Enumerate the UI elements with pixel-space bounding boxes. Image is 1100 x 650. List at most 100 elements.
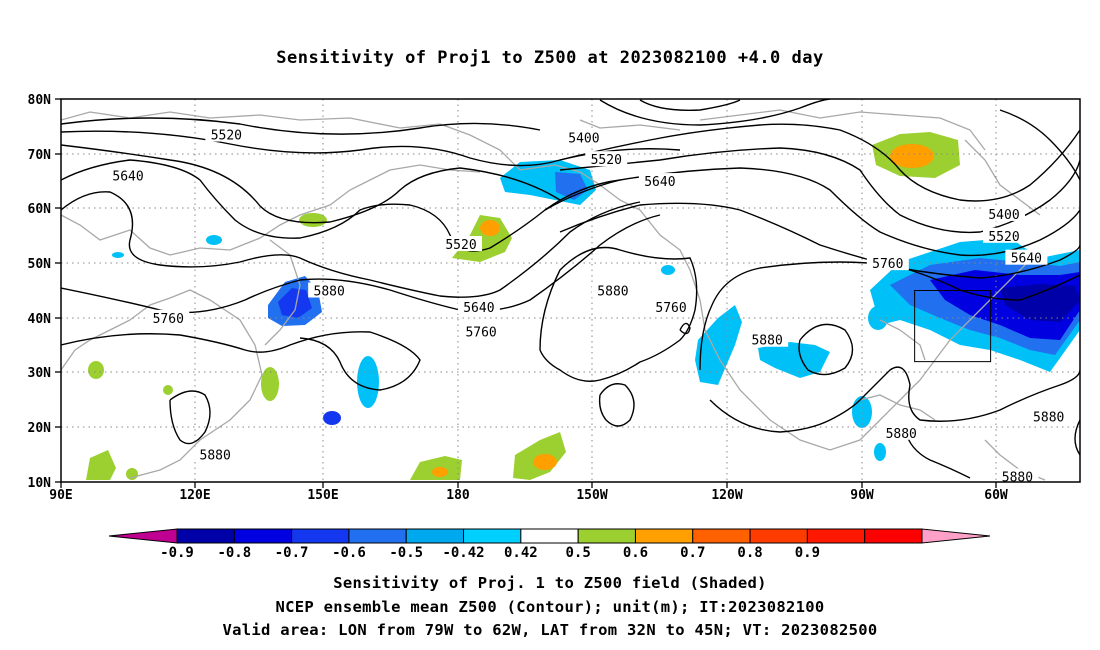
lon-label: 150W	[576, 488, 607, 503]
lon-labels: 90E 120E 150E 180 150W 120W 90W 60W	[49, 488, 1008, 503]
colorbar-label: -0.7	[275, 545, 309, 561]
positive-sensitivity-spot	[126, 468, 138, 480]
negative-sensitivity-area-mexico	[758, 342, 830, 378]
colorbar-arrow-right	[921, 528, 991, 544]
lon-label: 120E	[179, 488, 210, 503]
positive-sensitivity-spot	[163, 385, 173, 395]
colorbar-label: -0.6	[332, 545, 366, 561]
colorbar-label: -0.42	[442, 545, 484, 561]
lat-label: 50N	[28, 257, 52, 272]
contour-label-bg	[1005, 249, 1048, 265]
positive-sensitivity-spot	[261, 367, 279, 401]
valid-area-box	[914, 290, 992, 363]
contour-label-text: 5760	[153, 312, 184, 327]
plot-frame	[60, 98, 1081, 483]
negative-sensitivity-spot	[661, 265, 675, 275]
contour-label-bg	[194, 446, 237, 462]
contour-label-text: 5520	[591, 153, 622, 168]
caption-contour: NCEP ensemble mean Z500 (Contour); unit(…	[275, 598, 825, 616]
caption-valid-area: Valid area: LON from 79W to 62W, LAT fro…	[222, 621, 878, 639]
contour-label-bg	[147, 309, 190, 325]
lon-label: 180	[446, 488, 470, 503]
negative-sensitivity-area-japan-core	[278, 288, 312, 318]
contour-label-text: 5520	[988, 230, 1019, 245]
contour-label-bg	[585, 151, 628, 167]
contour-label-text: 5880	[886, 427, 917, 442]
lon-label: 150E	[307, 488, 338, 503]
lat-label: 70N	[28, 148, 52, 163]
colorbar-box	[233, 528, 293, 544]
contour-label-text: 5880	[1002, 471, 1033, 486]
lat-label: 60N	[28, 202, 52, 217]
chart-title: Sensitivity of Proj1 to Z500 at 20230821…	[276, 48, 824, 68]
contour-label-bg	[880, 424, 923, 440]
contour-label-bg	[591, 282, 634, 298]
colorbar-box	[692, 528, 751, 544]
contour-label: 5880	[194, 446, 237, 464]
contour-label: 5520	[440, 235, 483, 253]
colorbar-box	[806, 528, 866, 544]
colorbar-label: 0.9	[795, 545, 820, 561]
positive-sensitivity-spot	[88, 361, 104, 379]
positive-sensitivity-area-indochina	[86, 450, 116, 480]
colorbar-label: -0.9	[160, 545, 194, 561]
lon-label: 90W	[850, 488, 874, 503]
contour-label-text: 5880	[597, 285, 628, 300]
negative-sensitivity-spot	[323, 411, 341, 425]
contour-label: 5880	[880, 424, 923, 442]
colorbar-box	[864, 528, 923, 544]
colorbar-box	[291, 528, 350, 544]
contour-label: 5400	[562, 129, 605, 146]
positive-sensitivity-area-bering-core	[480, 220, 500, 236]
contour-label-bg	[562, 129, 605, 145]
colorbar-box	[520, 528, 579, 544]
contour-label-bg	[746, 331, 789, 347]
negative-sensitivity-spot	[852, 396, 872, 428]
contour-label-bg	[107, 167, 150, 183]
positive-sensitivity-area-greenland-core	[890, 144, 934, 168]
contour-label: 5880	[591, 282, 634, 300]
colorbar-label: 0.6	[623, 545, 648, 561]
contour-label-bg	[983, 227, 1026, 243]
contour-label-bg	[457, 298, 500, 314]
lon-label: 60W	[984, 488, 1008, 503]
lat-labels: 80N 70N 60N 50N 40N 30N 20N 10N	[28, 93, 52, 491]
contour-label: 5880	[996, 468, 1039, 486]
lon-label: 120W	[711, 488, 742, 503]
positive-sensitivity-spot	[299, 213, 327, 227]
colorbar-label: 0.8	[737, 545, 762, 561]
colorbar-label: -0.8	[217, 545, 251, 561]
contour-label-bg	[1027, 408, 1070, 424]
contour-label-bg	[650, 298, 693, 314]
contour-label-text: 5520	[445, 238, 476, 253]
lat-label: 30N	[28, 366, 52, 381]
lat-label: 40N	[28, 312, 52, 327]
negative-sensitivity-spot	[868, 306, 888, 330]
contour-label-text: 5520	[211, 129, 242, 144]
contour-label-bg	[866, 255, 909, 271]
contour-label-text: 5640	[463, 301, 494, 316]
contour-label-text: 5760	[872, 257, 903, 272]
contour-label-bg	[996, 468, 1039, 484]
negative-sensitivity-spot	[357, 356, 379, 408]
contour-label-text: 5760	[465, 326, 496, 341]
negative-sensitivity-spot	[112, 252, 124, 258]
colorbar-box	[405, 528, 465, 544]
colorbar-box	[176, 528, 235, 544]
caption-shaded: Sensitivity of Proj. 1 to Z500 field (Sh…	[333, 574, 767, 592]
axis-ticks	[55, 98, 997, 488]
colorbar-box	[577, 528, 636, 544]
colorbar-label: 0.42	[504, 545, 538, 561]
contour-label: 5640	[107, 167, 150, 185]
contour-label: 5880	[308, 282, 351, 300]
negative-sensitivity-area-pacific-nw	[695, 305, 742, 385]
contour-label-bg	[638, 173, 681, 189]
colorbar: -0.9 -0.8 -0.7 -0.6 -0.5 -0.42 0.42 0.5 0.6 0.7 0.…	[108, 528, 991, 561]
contour-label-text: 5880	[1033, 410, 1064, 425]
contour-label: 5640	[457, 298, 500, 316]
contour-label: 5400	[983, 205, 1026, 223]
lat-label: 20N	[28, 421, 52, 436]
contour-label-text: 5640	[1011, 252, 1042, 267]
colorbar-label: 0.5	[566, 545, 591, 561]
